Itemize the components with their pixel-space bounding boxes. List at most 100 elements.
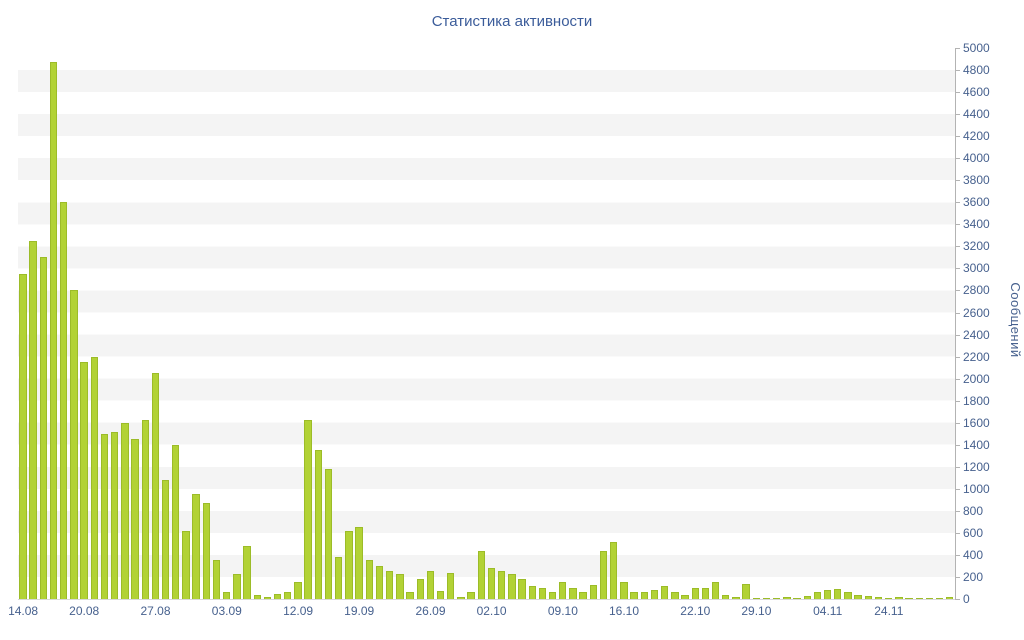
y-tick-label: 2200 (963, 349, 990, 364)
bar (447, 572, 455, 599)
plot-area (18, 48, 955, 600)
y-tick-mark (955, 532, 960, 534)
bar (915, 598, 923, 599)
y-tick-mark (955, 114, 960, 116)
bar (935, 598, 944, 599)
y-tick-mark (955, 378, 960, 380)
bar (385, 571, 394, 599)
bar (324, 468, 333, 599)
bar (406, 592, 414, 599)
y-tick-mark (955, 400, 960, 402)
bar (864, 595, 872, 599)
bar (396, 573, 404, 599)
x-tick-label: 26.09 (415, 604, 446, 618)
y-tick-label: 2800 (963, 283, 990, 298)
y-tick-label: 5000 (963, 41, 990, 55)
y-tick-label: 600 (963, 525, 984, 540)
bar (660, 585, 669, 599)
bar (844, 592, 852, 599)
y-tick-label: 4600 (963, 85, 990, 100)
y-axis-title: Сообщений (1008, 282, 1023, 358)
bar (518, 579, 526, 599)
y-tick-label: 3200 (963, 239, 990, 254)
x-tick-label: 12.09 (283, 604, 314, 618)
y-tick-label: 2400 (963, 327, 990, 342)
bar (284, 592, 292, 599)
y-tick-mark (955, 599, 960, 600)
bar (559, 582, 567, 599)
y-tick-label: 0 (963, 592, 970, 606)
bar (650, 590, 659, 599)
bar (172, 444, 180, 599)
bar (640, 592, 648, 599)
x-tick-label: 22.10 (680, 604, 711, 618)
x-tick-label: 02.10 (476, 604, 507, 618)
x-tick-label: 29.10 (741, 604, 772, 618)
bar (722, 594, 730, 599)
y-tick-label: 1800 (963, 393, 990, 408)
y-tick-label: 3400 (963, 217, 990, 232)
y-tick-mark (955, 202, 960, 204)
x-tick-label: 16.10 (608, 604, 640, 618)
x-tick-label: 24.11 (874, 604, 904, 618)
y-tick-label: 200 (963, 570, 984, 584)
bar (487, 568, 496, 599)
bar (457, 596, 465, 599)
bar (416, 579, 424, 599)
bar (946, 597, 954, 599)
bar (335, 557, 343, 599)
y-tick-label: 1600 (963, 415, 990, 430)
bar (874, 596, 883, 599)
bar (834, 589, 842, 599)
bar (365, 560, 373, 599)
bar (243, 546, 251, 599)
bar (905, 597, 913, 599)
bar (273, 593, 282, 599)
bar (375, 565, 384, 599)
bar (589, 584, 598, 599)
bar (620, 582, 628, 599)
y-tick-mark (955, 246, 960, 248)
bar (762, 598, 771, 599)
x-tick-label: 19.09 (344, 604, 375, 618)
bar (813, 592, 822, 599)
y-tick-mark (955, 334, 960, 336)
bar (772, 597, 781, 599)
y-tick-mark (955, 268, 960, 270)
y-tick-label: 1000 (963, 481, 990, 496)
bar (681, 594, 689, 599)
y-tick-mark (955, 356, 960, 358)
y-tick-label: 1400 (963, 437, 990, 452)
y-tick-label: 800 (963, 503, 984, 518)
bar (223, 592, 231, 599)
y-tick-mark (955, 48, 960, 49)
y-tick-mark (955, 92, 960, 94)
y-tick-label: 3000 (963, 261, 990, 276)
bar (610, 541, 618, 599)
x-tick-label: 20.08 (69, 604, 100, 618)
bar (803, 595, 811, 599)
bar (925, 597, 934, 599)
bar (202, 503, 210, 599)
bar (121, 422, 129, 599)
bar (885, 597, 893, 599)
bar (691, 587, 699, 599)
y-tick-label: 4000 (963, 151, 990, 166)
bar (538, 587, 547, 599)
y-tick-mark (955, 136, 960, 138)
bar (131, 439, 139, 599)
y-tick-mark (955, 70, 960, 71)
bar (29, 240, 37, 599)
bar (49, 62, 58, 599)
bar (314, 450, 323, 599)
bar (671, 592, 679, 599)
bar (895, 597, 903, 599)
x-tick-label: 04.11 (813, 604, 843, 618)
bar (426, 571, 435, 599)
y-tick-label: 4400 (963, 107, 990, 122)
chart-title: Статистика активности (431, 13, 593, 30)
bar (304, 420, 312, 599)
bar (19, 273, 27, 599)
x-tick-label: 27.08 (140, 604, 171, 618)
